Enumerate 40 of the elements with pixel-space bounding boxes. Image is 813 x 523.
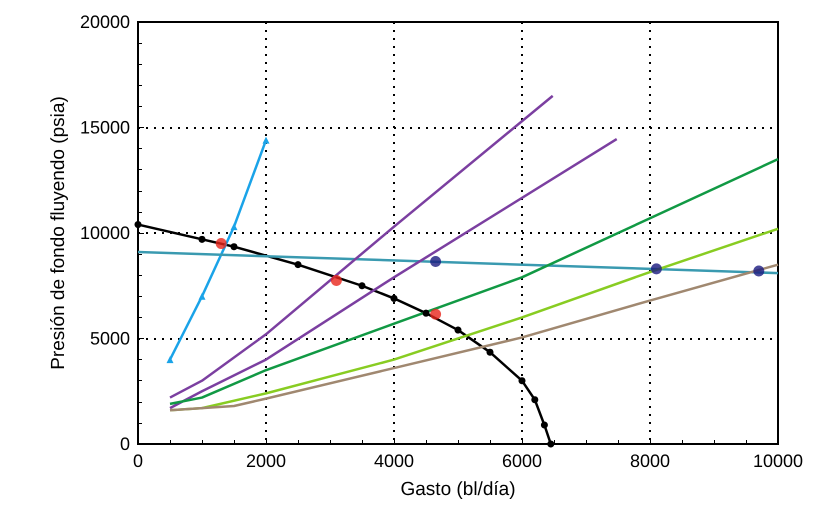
y-tick-label: 15000 — [80, 118, 130, 138]
point — [650, 263, 662, 274]
point — [198, 236, 206, 243]
point — [518, 377, 526, 384]
point — [294, 261, 302, 268]
x-tick-label: 8000 — [630, 451, 670, 471]
x-tick-label: 10000 — [752, 451, 804, 471]
point — [430, 308, 442, 320]
point — [454, 326, 462, 334]
point — [358, 282, 366, 290]
y-axis-title: Presión de fondo fluyendo (psia) — [48, 96, 69, 370]
point — [216, 238, 227, 250]
y-tick-label: 0 — [120, 434, 130, 454]
x-tick-label: 0 — [132, 451, 144, 471]
line-series — [168, 94, 554, 399]
point — [166, 356, 174, 364]
point — [230, 223, 238, 230]
point — [540, 422, 548, 429]
point — [430, 256, 442, 267]
y-tick-label: 5000 — [90, 328, 130, 348]
y-tick-label: 10000 — [80, 223, 130, 243]
line-series — [168, 158, 780, 406]
x-tick-label: 4000 — [374, 451, 414, 471]
x-tick-label: 6000 — [502, 451, 542, 471]
x-tick-label: 2000 — [246, 451, 286, 471]
point — [531, 396, 538, 404]
line-series — [168, 138, 618, 410]
point — [198, 292, 206, 300]
point — [547, 440, 554, 448]
line-series — [168, 263, 780, 412]
point — [390, 294, 398, 302]
point — [262, 136, 270, 144]
point — [230, 243, 238, 250]
point — [486, 348, 494, 356]
point — [422, 310, 430, 317]
point — [134, 221, 142, 228]
point — [753, 265, 764, 276]
y-tick-label: 20000 — [80, 12, 130, 32]
x-axis-title: Gasto (bl/día) — [400, 479, 516, 500]
point — [330, 274, 342, 286]
